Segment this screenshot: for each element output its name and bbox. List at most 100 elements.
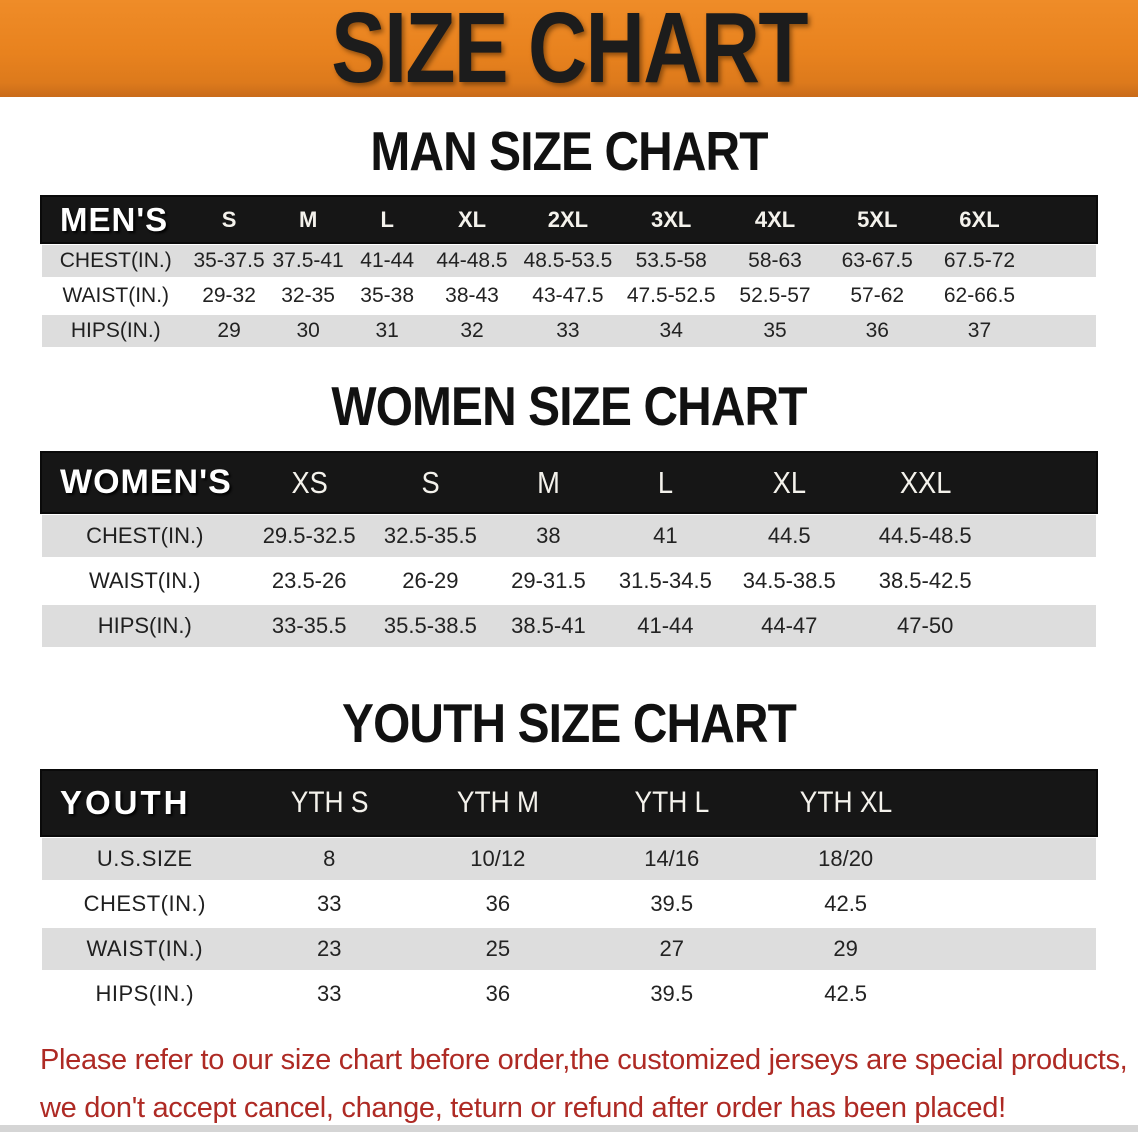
size-value-cell: 32: [460, 319, 484, 342]
size-value-cell: 44.5-48.5: [878, 523, 972, 548]
banner: SIZE CHART: [0, 0, 1138, 104]
column-header: L: [380, 206, 394, 232]
size-value-cell: 32-35: [281, 284, 335, 307]
size-value-cell: 30: [296, 319, 320, 342]
table-row: WAIST(IN.) 23 25 27 29: [42, 928, 1096, 970]
size-value-cell: 48.5-53.5: [523, 249, 613, 272]
banner-title: SIZE CHART: [331, 0, 808, 104]
filler-cell: [933, 771, 1096, 835]
row-label: CHEST(IN.): [86, 523, 204, 548]
size-value-cell: 38.5-42.5: [878, 568, 972, 593]
size-value-cell: 41-44: [637, 613, 694, 638]
filler-cell: [1031, 280, 1096, 312]
size-value-cell: 10/12: [470, 846, 526, 871]
women-size-table: WOMEN'S XS S M L XL XXL CHEST(IN.) 29.5-32.5 32.5…: [42, 453, 1096, 647]
filler-cell: [996, 560, 1096, 602]
filler-cell: [1031, 315, 1096, 347]
row-label: CHEST(IN.): [83, 891, 206, 916]
size-value-cell: 44-47: [761, 613, 818, 638]
filler-cell: [996, 453, 1096, 512]
size-value-cell: 35-37.5: [193, 249, 265, 272]
table-group-label: YOUTH: [60, 784, 191, 821]
size-value-cell: 34: [659, 319, 683, 342]
size-value-cell: 57-62: [850, 284, 905, 307]
size-value-cell: 33: [316, 981, 342, 1006]
filler-cell: [996, 515, 1096, 557]
size-value-cell: 41-44: [360, 249, 415, 272]
table-group-label: WOMEN'S: [60, 463, 232, 501]
size-value-cell: 31: [375, 319, 399, 342]
size-value-cell: 37: [967, 319, 992, 342]
size-value-cell: 37.5-41: [272, 249, 344, 272]
filler-cell: [1031, 197, 1096, 242]
size-value-cell: 31.5-34.5: [618, 568, 712, 593]
size-value-cell: 47-50: [897, 613, 954, 638]
disclaimer-line-1: Please refer to our size chart before or…: [40, 1044, 1128, 1076]
size-value-cell: 33-35.5: [271, 613, 347, 638]
man-size-table: MEN'S S M L XL 2XL 3XL 4XL 5XL 6XL CHEST(IN.) 35-37…: [42, 197, 1096, 347]
size-value-cell: 38.5-41: [511, 613, 586, 638]
size-value-cell: 38: [536, 523, 561, 548]
row-label: U.S.SIZE: [96, 846, 193, 871]
size-value-cell: 58-63: [748, 249, 802, 272]
size-value-cell: 23: [316, 936, 342, 961]
column-header: S: [221, 206, 237, 232]
table-row: HIPS(IN.) 33-35.5 35.5-38.5 38.5-41 41-44 44-…: [42, 605, 1096, 647]
column-header: XS: [290, 464, 328, 500]
size-value-cell: 35.5-38.5: [383, 613, 477, 638]
table-header-row: MEN'S S M L XL 2XL 3XL 4XL 5XL 6XL: [42, 197, 1096, 242]
size-value-cell: 38-43: [445, 284, 499, 307]
section-heading-youth: YOUTH SIZE CHART: [342, 692, 797, 754]
table-header-row: WOMEN'S XS S M L XL XXL: [42, 453, 1096, 512]
size-value-cell: 63-67.5: [841, 249, 913, 272]
size-value-cell: 14/16: [644, 846, 700, 871]
table-header-row: YOUTH YTH S YTH M YTH L YTH XL: [42, 771, 1096, 835]
size-value-cell: 39.5: [650, 981, 694, 1006]
size-value-cell: 8: [323, 846, 336, 871]
bottom-strip: [0, 1125, 1138, 1132]
table-row: CHEST(IN.) 35-37.5 37.5-41 41-44 44-48.5 48.5…: [42, 245, 1096, 277]
filler-cell: [1031, 245, 1096, 277]
size-value-cell: 44.5: [767, 523, 811, 548]
size-value-cell: 52.5-57: [739, 284, 811, 307]
size-value-cell: 35: [763, 319, 787, 342]
column-header: XL: [457, 206, 487, 232]
table-row: U.S.SIZE 8 10/12 14/16 18/20: [42, 838, 1096, 880]
size-value-cell: 44-48.5: [436, 249, 508, 272]
table-row: CHEST(IN.) 29.5-32.5 32.5-35.5 38 41 44.5 44.5…: [42, 515, 1096, 557]
column-header: 2XL: [547, 206, 589, 232]
column-header: M: [298, 206, 318, 232]
youth-size-table: YOUTH YTH S YTH M YTH L YTH XL U.S.SIZE 8 10/12…: [42, 771, 1096, 1015]
table-row: HIPS(IN.) 33 36 39.5 42.5: [42, 973, 1096, 1015]
size-value-cell: 27: [659, 936, 684, 961]
disclaimer-line-2: we don't accept cancel, change, teturn o…: [40, 1092, 1006, 1124]
size-value-cell: 29: [217, 319, 241, 342]
size-value-cell: 33: [556, 319, 580, 342]
row-label: WAIST(IN.): [88, 568, 201, 593]
row-label: HIPS(IN.): [70, 319, 161, 342]
size-value-cell: 43-47.5: [532, 284, 604, 307]
size-value-cell: 62-66.5: [943, 284, 1016, 307]
table-row: WAIST(IN.) 23.5-26 26-29 29-31.5 31.5-34.5 34…: [42, 560, 1096, 602]
column-header: S: [421, 464, 440, 500]
section-heading-man: MAN SIZE CHART: [370, 120, 768, 182]
filler-cell: [933, 883, 1096, 925]
size-value-cell: 29-32: [202, 284, 256, 307]
size-value-cell: 26-29: [402, 568, 459, 593]
table-row: HIPS(IN.) 29 30 31 32 33 34 35 36 37: [42, 315, 1096, 347]
size-value-cell: 35-38: [360, 284, 415, 307]
column-header: 4XL: [754, 206, 796, 232]
size-value-cell: 39.5: [650, 891, 694, 916]
filler-cell: [996, 605, 1096, 647]
column-header: YTH L: [634, 786, 710, 819]
row-label: WAIST(IN.): [62, 284, 170, 307]
size-value-cell: 67.5-72: [943, 249, 1016, 272]
row-label: HIPS(IN.): [97, 613, 192, 638]
column-header: YTH S: [290, 786, 369, 819]
size-value-cell: 36: [865, 319, 889, 342]
column-header: YTH XL: [799, 786, 892, 819]
column-header: M: [537, 464, 560, 500]
size-value-cell: 29.5-32.5: [262, 523, 356, 548]
column-header: L: [657, 464, 673, 500]
